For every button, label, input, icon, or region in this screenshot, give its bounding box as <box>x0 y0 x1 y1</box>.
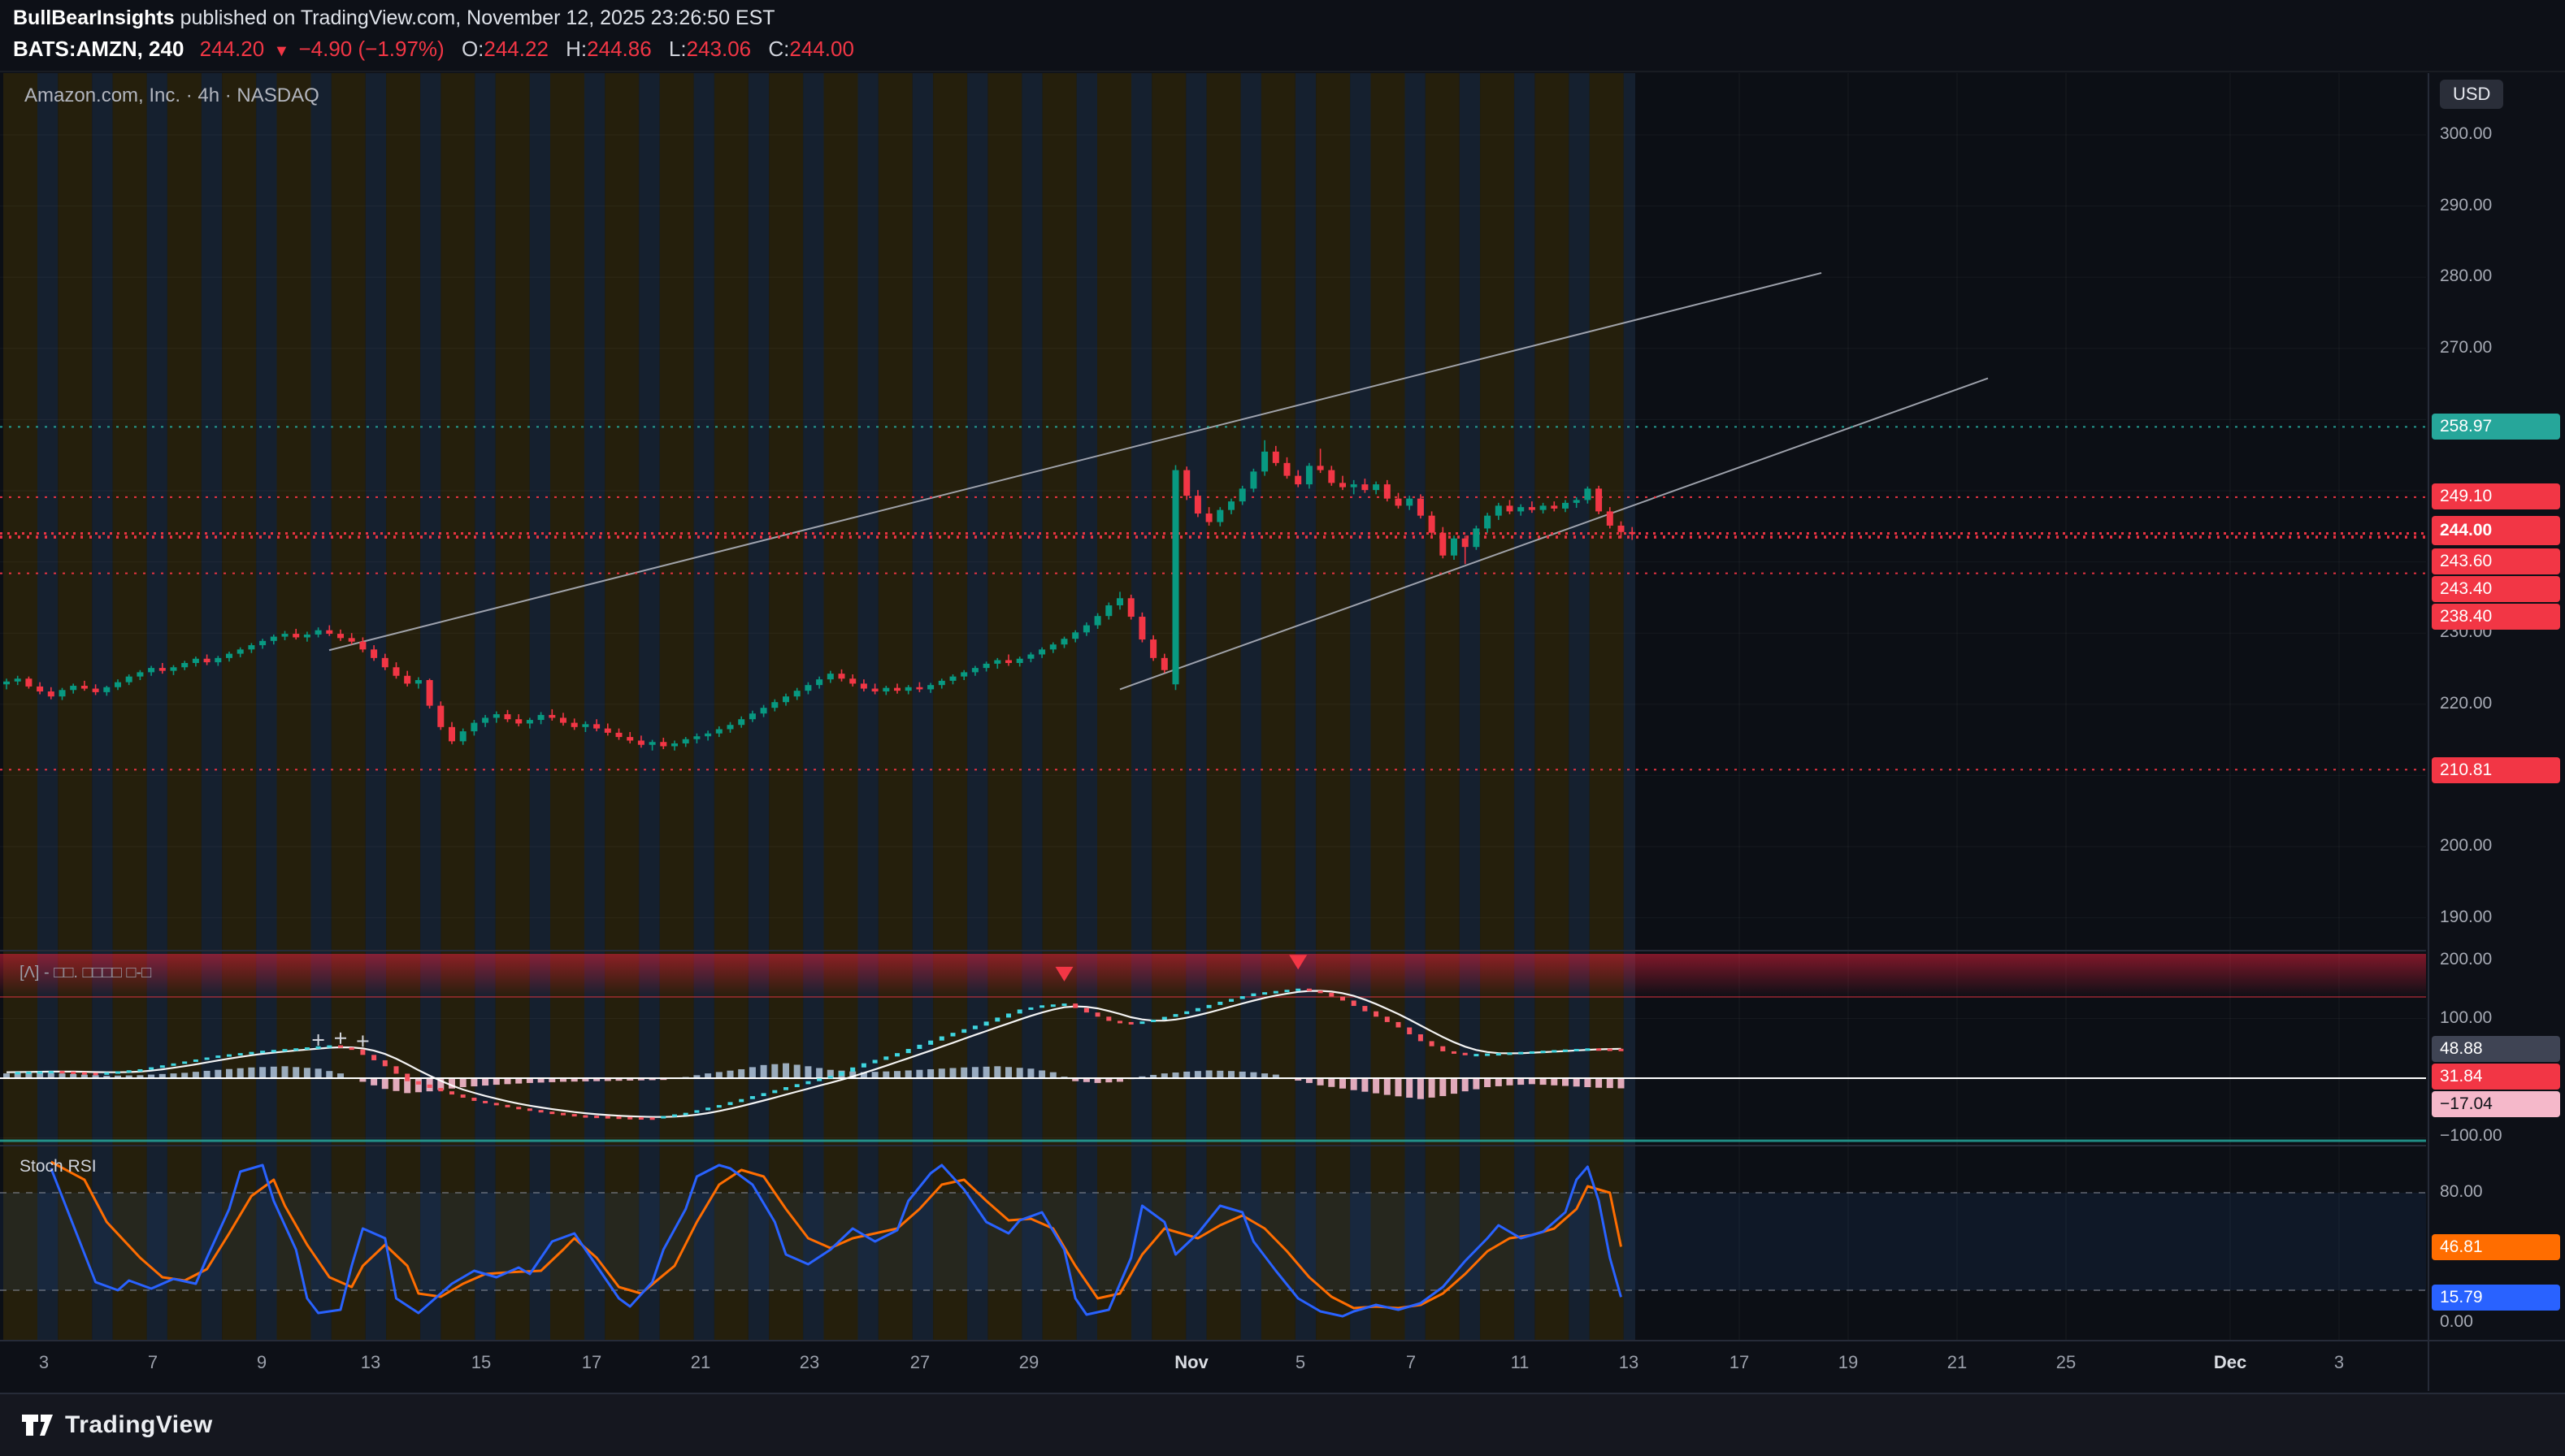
indicator-pane-legend[interactable]: [Λ] - □□. □□□□ □-□ <box>20 964 151 982</box>
price-axis-badge: 249.10 <box>2432 483 2560 509</box>
open-label: O: <box>462 37 484 61</box>
publish-info: published on TradingView.com, November 1… <box>175 6 775 29</box>
price-axis-badge: 15.79 <box>2432 1285 2560 1311</box>
time-axis-label: 21 <box>1947 1352 1967 1373</box>
price-axis-label: 80.00 <box>2440 1182 2483 1202</box>
price-axis-badge: 238.40 <box>2432 604 2560 630</box>
time-axis-label: 23 <box>800 1352 819 1373</box>
low-value: 243.06 <box>687 37 752 61</box>
session-stripes <box>0 73 2426 1341</box>
price-axis-label: 200.00 <box>2440 950 2492 969</box>
price-axis-badge: 46.81 <box>2432 1234 2560 1260</box>
price-axis-label: 0.00 <box>2440 1312 2473 1332</box>
price-axis-badge: 31.84 <box>2432 1064 2560 1090</box>
time-axis-label: Nov <box>1174 1352 1209 1373</box>
price-axis-label: 100.00 <box>2440 1008 2492 1028</box>
footer-bar: TradingView <box>0 1393 2565 1456</box>
time-axis-label: 25 <box>2056 1352 2076 1373</box>
time-axis-label: 5 <box>1296 1352 1305 1373</box>
time-axis-label: 7 <box>148 1352 158 1373</box>
time-axis-label: 13 <box>1619 1352 1638 1373</box>
ticker-line: BATS:AMZN, 240 244.20 ▼ −4.90 (−1.97%) O… <box>13 33 854 65</box>
time-axis-label: 3 <box>39 1352 49 1373</box>
price-axis-badge: 258.97 <box>2432 414 2560 440</box>
price-axis-label: 220.00 <box>2440 694 2492 713</box>
stoch-rsi-legend[interactable]: Stoch RSI <box>20 1157 97 1176</box>
time-axis-label: 3 <box>2334 1352 2344 1373</box>
price-axis-badge: 244.00 <box>2432 516 2560 545</box>
publish-line: BullBearInsights published on TradingVie… <box>13 3 854 33</box>
down-arrow-icon: ▼ <box>273 42 289 60</box>
time-axis-label: 13 <box>361 1352 380 1373</box>
open-value: 244.22 <box>484 37 549 61</box>
time-axis-label: 19 <box>1838 1352 1858 1373</box>
price-axis-badge: 210.81 <box>2432 757 2560 783</box>
price-axis-badge: 243.60 <box>2432 548 2560 574</box>
time-axis-label: Dec <box>2214 1352 2246 1373</box>
price-axis-label: −100.00 <box>2440 1126 2502 1146</box>
time-axis-label: 9 <box>257 1352 267 1373</box>
close-label: C: <box>768 37 789 61</box>
price-axis-badge: 48.88 <box>2432 1036 2560 1062</box>
close-value: 244.00 <box>789 37 854 61</box>
price-axis-badge: 243.40 <box>2432 576 2560 602</box>
main-pane-legend[interactable]: Amazon.com, Inc. · 4h · NASDAQ <box>24 84 319 107</box>
low-label: L: <box>669 37 687 61</box>
price-axis-label: 290.00 <box>2440 196 2492 215</box>
price-change: −4.90 (−1.97%) <box>298 37 444 61</box>
time-axis-label: 17 <box>1730 1352 1749 1373</box>
time-axis-label: 29 <box>1019 1352 1039 1373</box>
high-label: H: <box>566 37 587 61</box>
currency-button[interactable]: USD <box>2440 80 2503 109</box>
price-axis-label: 300.00 <box>2440 124 2492 144</box>
publisher-name: BullBearInsights <box>13 6 175 29</box>
tradingview-logo-icon <box>20 1407 55 1443</box>
time-axis-label: 15 <box>471 1352 491 1373</box>
symbol-label: BATS:AMZN, 240 <box>13 37 184 61</box>
header: BullBearInsights published on TradingVie… <box>13 3 854 65</box>
price-axis-label: 200.00 <box>2440 836 2492 856</box>
last-price: 244.20 <box>200 37 265 61</box>
time-axis-label: 17 <box>582 1352 601 1373</box>
price-axis-label: 190.00 <box>2440 908 2492 927</box>
price-axis-label: 270.00 <box>2440 338 2492 358</box>
tradingview-logo-text: TradingView <box>65 1411 213 1439</box>
time-axis-label: 7 <box>1406 1352 1416 1373</box>
time-axis-label: 21 <box>691 1352 710 1373</box>
time-axis[interactable]: 3 7 9 13 15 17 21 23 27 29 Nov 5 7 11 13 17 19 21 25 Dec 3 <box>0 1342 2426 1389</box>
price-axis-badge: −17.04 <box>2432 1091 2560 1117</box>
time-axis-label: 11 <box>1511 1352 1530 1373</box>
tradingview-logo[interactable]: TradingView <box>20 1407 213 1443</box>
high-value: 244.86 <box>587 37 652 61</box>
time-axis-label: 27 <box>910 1352 930 1373</box>
price-axis-label: 280.00 <box>2440 266 2492 286</box>
